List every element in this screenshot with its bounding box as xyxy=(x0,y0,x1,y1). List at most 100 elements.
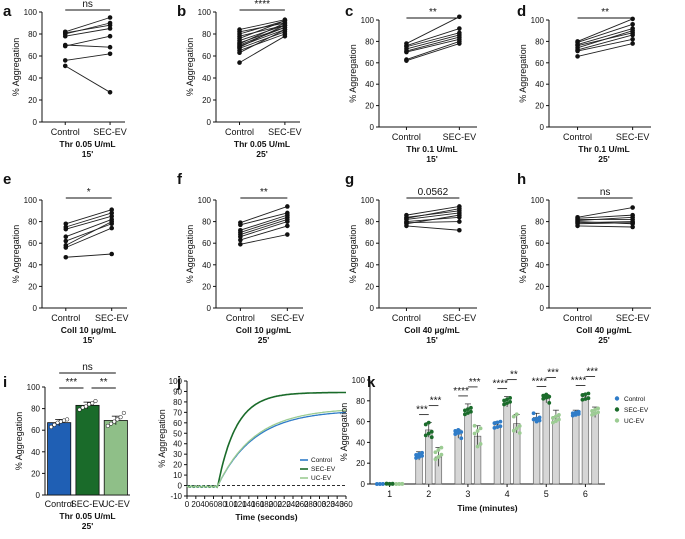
k-data-point-uc-ev xyxy=(397,481,402,486)
h-pair-line xyxy=(577,221,633,225)
g-point-sec-ev xyxy=(457,227,462,233)
k-data-point-sec-ev xyxy=(505,401,509,406)
panel-label-e: e xyxy=(3,171,11,188)
e-y-tick-label: 60 xyxy=(28,239,37,248)
k-data-point-uc-ev xyxy=(557,417,561,422)
k-data-point-sec-ev xyxy=(544,395,549,400)
d-category-label: Control xyxy=(563,132,592,142)
d-significance-label: ** xyxy=(601,7,609,18)
k-data-point-uc-ev xyxy=(511,428,516,433)
i-y-tick-label: 80 xyxy=(31,405,40,414)
b-pair-line xyxy=(239,20,286,35)
i-category-label: UC-EV xyxy=(102,499,130,509)
k-data-point-sec-ev xyxy=(502,402,506,407)
g-pair-line xyxy=(406,206,460,216)
k-data-point-control xyxy=(456,431,461,435)
f-pair-line xyxy=(240,214,288,231)
k-data-point-uc-ev xyxy=(557,412,561,417)
k-category-label: 5 xyxy=(544,489,549,499)
a-y-tick-label: 0 xyxy=(33,118,38,127)
f-condition-label: Coll 10 µg/mL xyxy=(236,325,291,335)
g-category-label: Control xyxy=(392,313,421,323)
i-significance-label: ns xyxy=(82,362,93,373)
f-time-label: 25' xyxy=(258,335,269,345)
b-y-tick-label: 60 xyxy=(202,52,211,61)
h-significance-label: ns xyxy=(600,187,611,198)
k-significance-label: *** xyxy=(416,405,428,416)
k-data-point-uc-ev xyxy=(517,424,522,428)
k-data-point-control xyxy=(495,420,500,425)
f-y-tick-label: 80 xyxy=(202,218,211,227)
k-data-point-uc-ev xyxy=(475,444,480,449)
i-y-axis-label: % Aggregation xyxy=(14,412,24,471)
e-point-sec-ev xyxy=(109,210,114,216)
k-data-point-sec-ev xyxy=(541,396,546,401)
panel-label-f: f xyxy=(177,171,183,188)
h-pair-line xyxy=(577,214,633,219)
f-pair-line xyxy=(240,221,288,238)
c-point-sec-ev xyxy=(457,41,462,46)
k-data-point-control xyxy=(453,429,458,433)
j-y-tick-label: 90 xyxy=(173,387,182,396)
k-y-tick-label: 0 xyxy=(361,480,366,489)
e-point-control xyxy=(63,221,69,227)
i-category-label: SEC-EV xyxy=(71,499,105,509)
i-condition-label: Thr 0.05 U/mL xyxy=(59,511,115,521)
k-legend-marker-sec-ev xyxy=(614,407,620,412)
b-pair-line xyxy=(239,29,286,54)
k-data-point-sec-ev xyxy=(583,392,588,397)
k-data-point-uc-ev xyxy=(400,481,405,486)
j-y-tick-label: 30 xyxy=(173,450,182,459)
j-legend-label: Control xyxy=(311,457,333,464)
j-y-tick-label: 50 xyxy=(173,429,182,438)
k-significance-label: *** xyxy=(469,377,481,388)
c-condition-label: Thr 0.1 U/mL xyxy=(406,144,457,154)
panel-a: a 0 20 40 60 80 100 % Aggregation Control SEC-EV n… xyxy=(3,0,127,159)
k-legend-marker-control xyxy=(614,396,620,401)
h-time-label: 25' xyxy=(598,335,609,345)
panel-label-a: a xyxy=(3,3,12,20)
k-data-point-control xyxy=(537,415,542,420)
f-y-tick-label: 20 xyxy=(202,282,211,291)
k-bar-sec-ev xyxy=(581,396,590,485)
e-y-tick-label: 40 xyxy=(28,261,37,270)
k-data-point-sec-ev xyxy=(580,397,585,402)
c-category-label: SEC-EV xyxy=(443,132,477,142)
b-pair-line xyxy=(239,24,285,37)
b-pair-line xyxy=(239,19,285,31)
f-point-sec-ev xyxy=(285,223,290,229)
g-point-sec-ev xyxy=(457,219,462,224)
k-significance-label: **** xyxy=(453,386,469,397)
d-point-sec-ev xyxy=(630,16,635,22)
g-y-tick-label: 20 xyxy=(365,282,374,291)
k-data-point-uc-ev xyxy=(554,414,558,419)
j-y-tick-label: -10 xyxy=(170,492,182,501)
a-y-tick-label: 40 xyxy=(28,74,37,83)
i-data-point xyxy=(90,401,95,406)
k-data-point-sec-ev xyxy=(390,482,395,486)
e-pair-line xyxy=(65,219,112,238)
d-point-sec-ev xyxy=(630,21,635,27)
k-data-point-sec-ev xyxy=(429,429,434,434)
k-data-point-control xyxy=(534,416,539,421)
k-data-point-control xyxy=(381,481,385,486)
h-pair-line xyxy=(577,222,633,225)
k-data-point-uc-ev xyxy=(511,414,516,419)
c-significance-label: ** xyxy=(429,7,437,18)
h-point-sec-ev xyxy=(630,220,635,225)
k-data-point-sec-ev xyxy=(544,392,549,397)
c-point-control xyxy=(404,58,409,63)
a-time-label: 15' xyxy=(82,149,93,159)
i-data-point xyxy=(105,423,110,428)
f-significance-label: ** xyxy=(260,187,268,198)
g-y-tick-label: 40 xyxy=(365,261,374,270)
f-point-control xyxy=(238,241,243,247)
k-data-point-uc-ev xyxy=(433,450,438,455)
j-x-tick-label: 240 xyxy=(286,500,300,509)
c-y-axis-label: % Aggregation xyxy=(348,44,358,103)
k-significance-label: **** xyxy=(532,377,548,388)
d-pair-line xyxy=(577,30,633,49)
e-category-label: Control xyxy=(51,313,80,323)
k-data-point-control xyxy=(459,436,464,441)
